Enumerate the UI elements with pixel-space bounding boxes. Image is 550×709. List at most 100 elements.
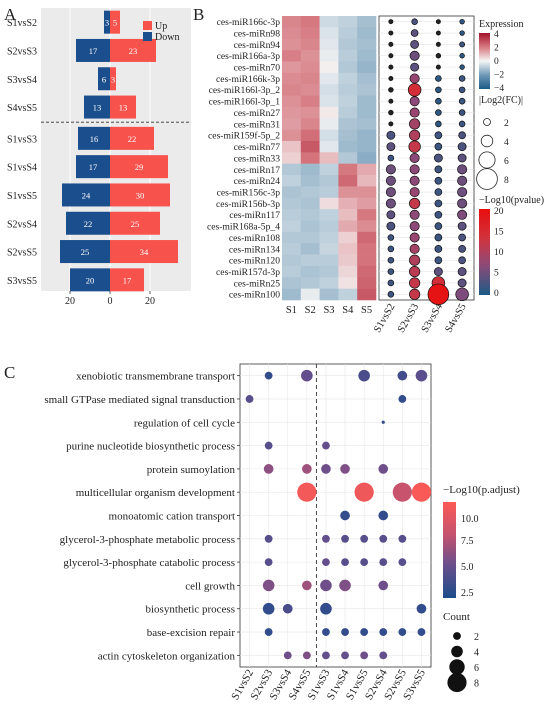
down-value-label: 17: [89, 162, 98, 172]
bubble-mark: [459, 30, 465, 36]
dotplot-point: [417, 628, 426, 636]
heatmap-cell: [357, 95, 377, 108]
term-label: actin cytoskeleton organization: [98, 650, 236, 662]
dotplot-point: [321, 464, 331, 474]
heatmap-cell: [319, 129, 339, 142]
heatmap-cell: [357, 16, 377, 28]
category-label: S1vsS2: [7, 18, 37, 29]
heatmap-cell: [282, 220, 302, 233]
padjust-tick-label: 5.0: [461, 562, 474, 573]
padjust-tick-label: 10.0: [461, 514, 479, 525]
dotplot-point: [341, 534, 349, 543]
pvalue-tick-label: 0: [494, 289, 499, 299]
down-bar: [66, 211, 110, 235]
heatmap-cell: [338, 163, 358, 176]
bubble-mark: [409, 50, 420, 61]
bubble-mark: [434, 165, 443, 174]
bubble-mark: [410, 39, 420, 49]
bubble-mark: [457, 267, 467, 277]
heatmap-cell: [282, 61, 302, 74]
bubble-mark: [435, 109, 442, 116]
heatmap-row-label: ces-miR166l-3p_2: [209, 85, 281, 96]
expression-colorbar: [479, 33, 490, 89]
heatmap-cell: [282, 50, 302, 62]
bubble-mark: [409, 209, 420, 220]
bubble-mark: [409, 187, 420, 198]
dotplot-point: [398, 558, 407, 567]
term-label: glycerol-3-phosphate metabolic process: [60, 534, 235, 546]
heatmap-cell: [300, 38, 320, 51]
bubble-mark: [409, 129, 421, 141]
bubble-mark: [457, 164, 468, 175]
heatmap-cell: [357, 84, 377, 96]
heatmap-cell: [338, 95, 358, 108]
term-label: small GTPase mediated signal transductio…: [44, 394, 235, 406]
up-value-label: 25: [131, 219, 140, 229]
heatmap-cell: [300, 175, 320, 187]
heatmap-cell: [338, 265, 358, 278]
x-tick-label: 20: [65, 296, 75, 307]
heatmap-cell: [338, 140, 358, 153]
bubble-mark: [457, 187, 468, 198]
down-bar: [76, 38, 110, 62]
bubble-mark: [434, 131, 443, 140]
heatmap-cell: [357, 288, 377, 301]
heatmap-row-label: ces-miRn117: [229, 210, 280, 221]
heatmap-cell: [338, 106, 358, 119]
up-value-label: 29: [135, 162, 144, 172]
log2fc-legend-circle: [478, 151, 496, 169]
bubble-mark: [458, 245, 466, 253]
up-bar: [110, 183, 170, 207]
down-bar: [76, 155, 110, 179]
dotplot-point: [322, 628, 330, 636]
heatmap-cell: [319, 231, 339, 244]
term-label: biosynthetic process: [145, 604, 235, 616]
heatmap-cell: [338, 254, 358, 267]
term-label: multicellular organism development: [76, 487, 235, 499]
heatmap-row-label: ces-miR156b-3p: [216, 199, 280, 210]
dotplot-point: [339, 579, 351, 592]
bubble-mark: [388, 30, 394, 36]
heatmap-col-label: S1: [286, 305, 297, 316]
category-label: S3vsS4: [7, 75, 37, 86]
heatmap-cell: [319, 72, 339, 85]
heatmap-row-label: ces-miRn25: [234, 278, 281, 289]
bubble-mark: [386, 130, 396, 140]
down-value-label: 24: [82, 190, 91, 200]
up-value-label: 30: [136, 190, 145, 200]
down-bar: [98, 67, 110, 91]
heatmap-cell: [338, 61, 358, 74]
count-legend-label: 8: [474, 679, 479, 690]
down-bar: [104, 10, 110, 34]
heatmap-cell: [319, 209, 339, 221]
heatmap-col-label: S5: [361, 305, 372, 316]
dotplot-point: [392, 482, 412, 502]
bubble-mark: [409, 232, 420, 243]
bubble-mark: [434, 176, 443, 185]
up-value-label: 23: [129, 46, 138, 56]
heatmap-col-label: S3: [323, 305, 334, 316]
heatmap-cell: [357, 152, 377, 164]
heatmap-cell: [357, 254, 377, 267]
heatmap-cell: [338, 175, 358, 187]
heatmap-cell: [357, 140, 377, 153]
bubble-mark: [435, 97, 442, 105]
bubble-mark: [409, 96, 420, 107]
panel-label-b: B: [193, 5, 204, 24]
dotplot-point: [283, 651, 292, 660]
bubble-col-label: S2vsS3: [396, 302, 421, 335]
heatmap-cell: [282, 175, 302, 187]
dotplot-point: [297, 482, 317, 502]
heatmap-cell: [300, 129, 320, 142]
heatmap-cell: [282, 265, 302, 278]
heatmap-cell: [300, 220, 320, 233]
heatmap-cell: [282, 209, 302, 221]
bubble-mark: [434, 199, 443, 208]
heatmap-cell: [338, 231, 358, 244]
dotplot-point: [264, 441, 273, 450]
count-legend-circle: [453, 632, 461, 640]
dotplot-point: [360, 628, 369, 636]
heatmap-cell: [300, 50, 320, 62]
heatmap-cell: [357, 72, 377, 85]
dotplot-point: [379, 534, 388, 543]
